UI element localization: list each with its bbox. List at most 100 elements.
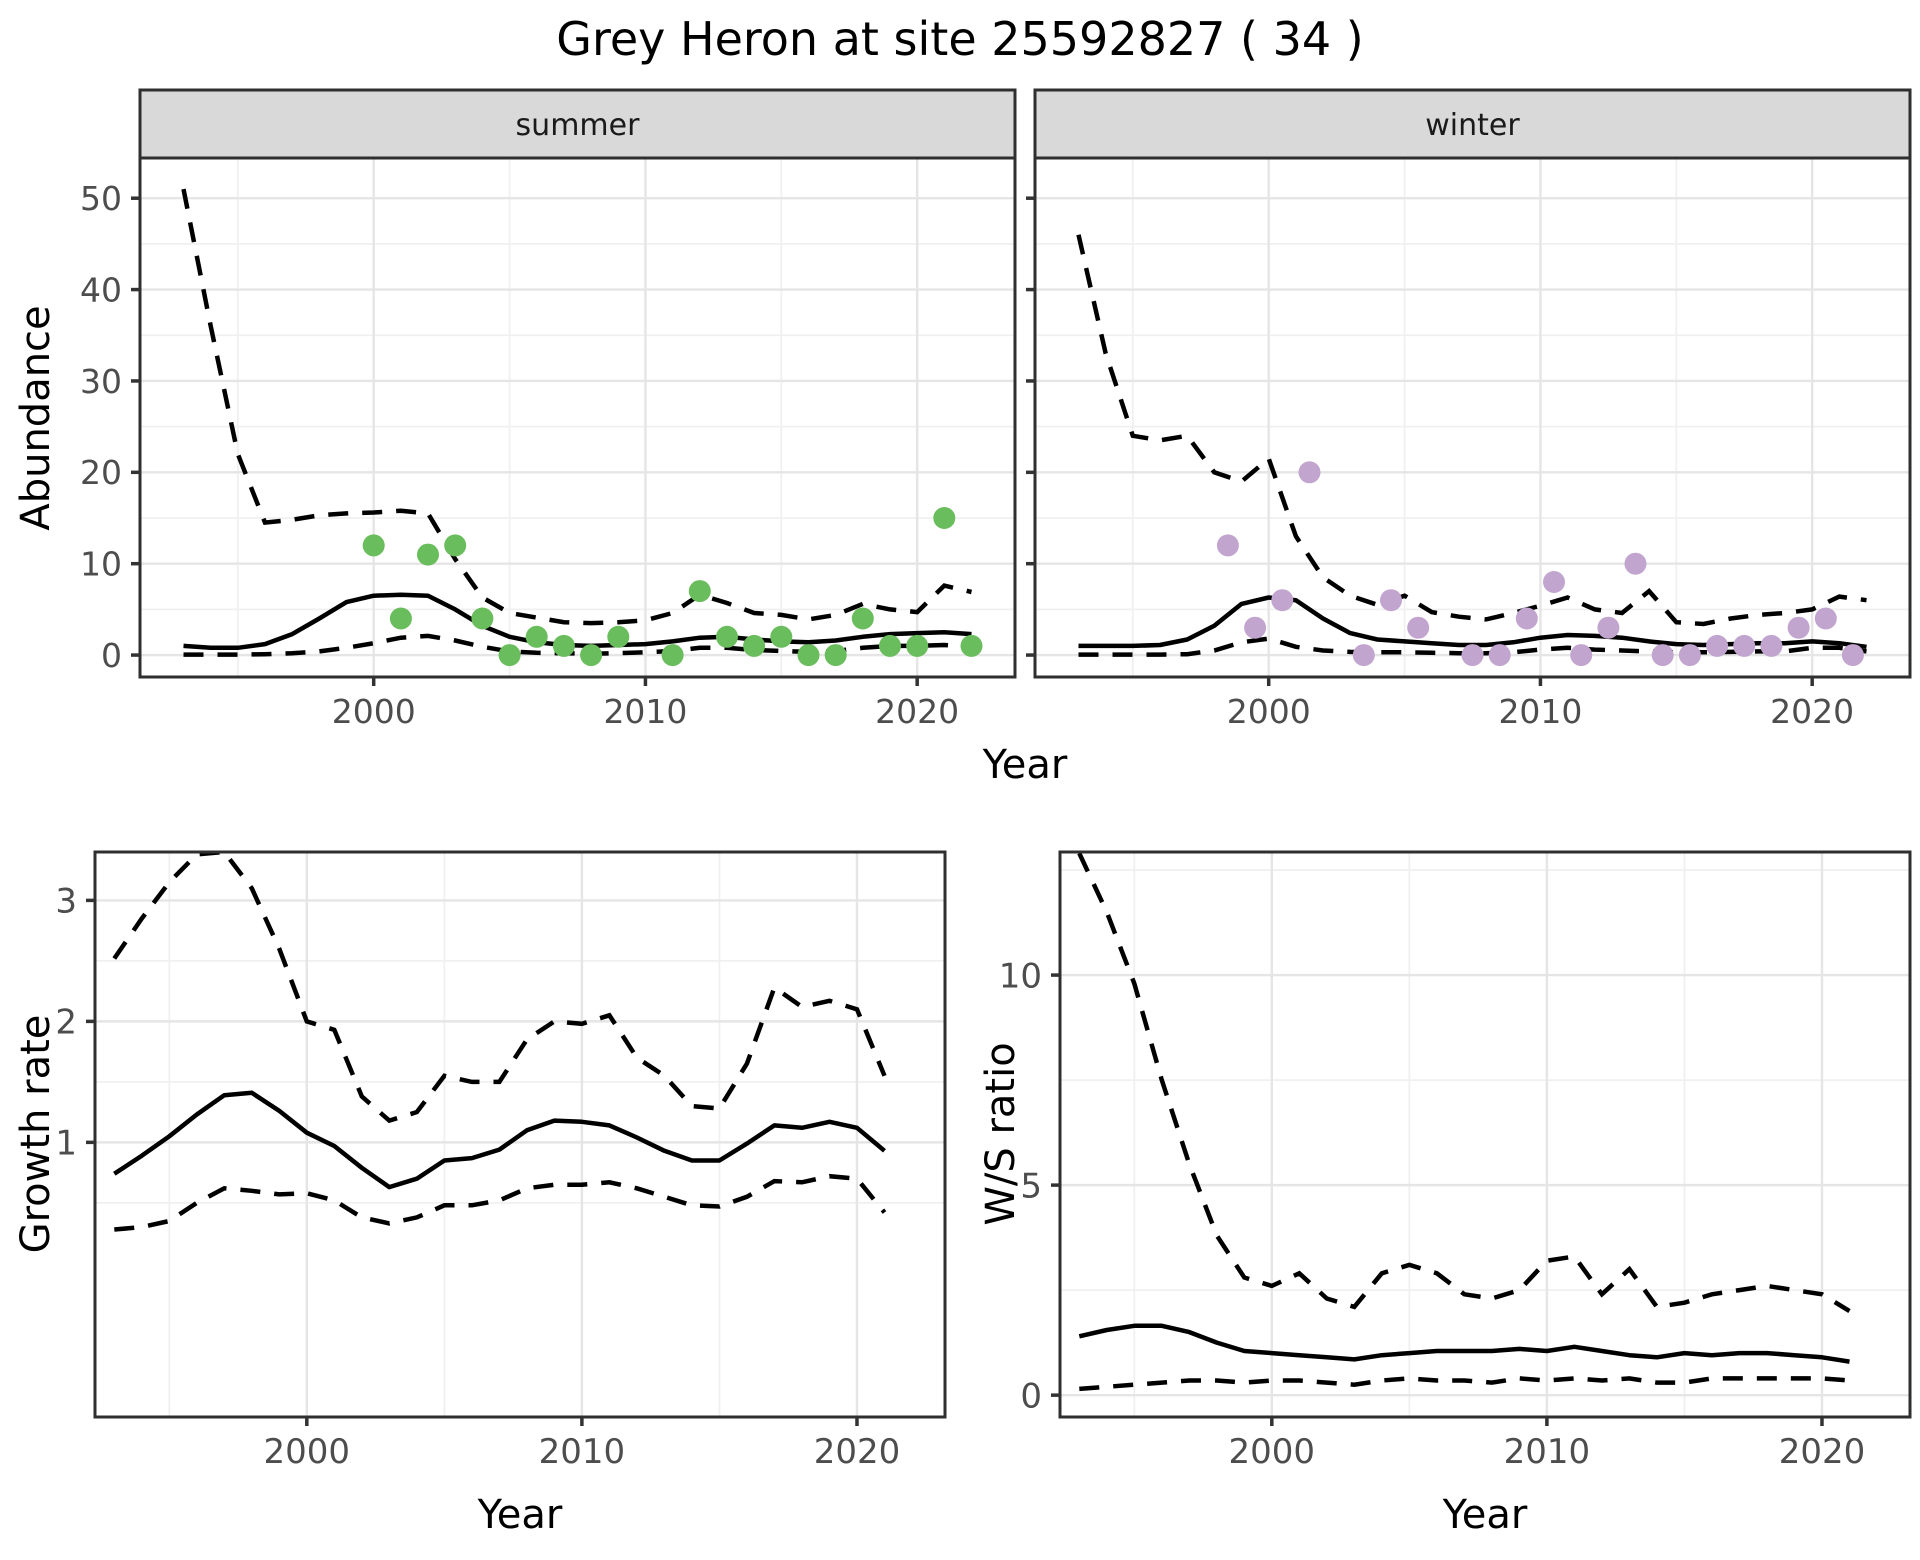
data-point (1733, 634, 1756, 657)
x-tick-label: 2020 (1770, 692, 1854, 731)
data-point (1271, 589, 1294, 612)
data-point (661, 644, 684, 667)
x-tick-label: 2010 (539, 1432, 626, 1472)
y-tick-label: 10 (80, 545, 122, 584)
y-tick-label: 20 (80, 453, 122, 492)
x-axis-title-year-growth: Year (477, 1492, 563, 1538)
panel-ws-ratio: 2000 2010 2020 0 5 10 (999, 850, 1912, 1472)
data-point (1570, 644, 1593, 667)
x-tick-label: 2010 (1504, 1432, 1591, 1472)
data-point (770, 625, 793, 648)
data-point (1787, 616, 1810, 639)
observation-points (362, 507, 983, 667)
panel-border (1058, 850, 1912, 1419)
data-point (824, 644, 847, 667)
y-tick-label: 30 (80, 362, 122, 401)
data-point (716, 625, 738, 648)
x-tick-label: 2000 (1227, 692, 1311, 731)
data-point (525, 625, 548, 648)
data-point (1706, 634, 1729, 657)
ci-upper-line (112, 852, 887, 1124)
ci-lower-line (114, 1173, 887, 1232)
y-tick-label: 5 (1020, 1166, 1042, 1206)
data-point (1678, 644, 1701, 667)
x-tick-label: 2000 (264, 1432, 351, 1472)
y-tick-label: 40 (80, 270, 122, 309)
ci-upper-line (1077, 852, 1851, 1314)
x-tick-label: 2010 (1498, 692, 1582, 731)
observation-points (1216, 461, 1864, 667)
model-curves (112, 852, 887, 1232)
data-point (552, 634, 575, 657)
data-point (906, 634, 929, 657)
model-curves (1077, 852, 1851, 1392)
y-tick-label: 10 (999, 956, 1042, 996)
x-tick-label: 2020 (875, 692, 959, 731)
facet-strip (138, 88, 1017, 160)
data-point (389, 607, 412, 630)
data-point (1597, 616, 1620, 639)
data-point (1461, 644, 1484, 667)
fit-line (113, 1090, 886, 1190)
data-point (960, 634, 983, 657)
gridlines (1060, 852, 1910, 1417)
x-tick-label: 2020 (1779, 1432, 1866, 1472)
ci-lower-line (1079, 1376, 1850, 1392)
data-point (879, 634, 901, 657)
x-tick-label: 2000 (1229, 1432, 1316, 1472)
data-point (1380, 589, 1402, 612)
data-point (1841, 644, 1864, 667)
y-tick-label: 0 (101, 636, 122, 675)
panel-background (1035, 158, 1910, 677)
ci-upper-line (1076, 234, 1867, 627)
y-tick-label: 2 (55, 1003, 77, 1043)
data-point (580, 644, 603, 667)
data-point (1298, 461, 1321, 484)
y-tick-label: 1 (55, 1124, 77, 1164)
facet-label-winter: winter (1425, 108, 1520, 143)
x-tick-label: 2000 (332, 692, 416, 731)
data-point (743, 634, 766, 657)
data-point (1352, 644, 1375, 667)
data-point (1543, 571, 1565, 593)
y-tick-label: 3 (55, 882, 77, 922)
data-point (1651, 644, 1674, 667)
data-point (444, 534, 467, 557)
data-point (1407, 616, 1430, 639)
chart-title: Grey Heron at site 25592827 ( 34 ) (556, 12, 1364, 66)
data-point (1760, 634, 1783, 657)
panel-abundance-winter: winter 2000 2010 2020 (1026, 88, 1912, 731)
y-tick-label: 50 (80, 179, 122, 218)
fit-line (1078, 1323, 1850, 1364)
x-axis-title-year-top: Year (982, 742, 1068, 788)
data-point (688, 580, 711, 603)
data-point (797, 644, 820, 667)
data-point (498, 644, 521, 667)
panel-border (93, 850, 947, 1419)
panel-growth-rate: 2000 2010 2020 1 2 3 (55, 850, 947, 1472)
x-tick-label: 2020 (814, 1432, 901, 1472)
facet-label-summer: summer (516, 108, 641, 143)
data-point (471, 607, 494, 630)
gridlines (1035, 158, 1910, 677)
data-point (607, 625, 630, 648)
gridlines (95, 852, 945, 1417)
data-point (933, 507, 956, 529)
y-axis-title-growth-rate: Growth rate (13, 1014, 59, 1254)
panel-background (1060, 852, 1910, 1417)
panel-background (140, 158, 1015, 677)
data-point (1814, 607, 1837, 630)
x-tick-label: 2010 (603, 692, 687, 731)
facet-strip (1033, 88, 1912, 160)
y-tick-label: 0 (1020, 1376, 1042, 1416)
y-axis-title-abundance: Abundance (13, 305, 59, 531)
data-point (1515, 607, 1538, 630)
y-axis-title-ws-ratio: W/S ratio (978, 1042, 1024, 1226)
data-point (417, 543, 439, 566)
panel-abundance-summer: summer 2000 2010 2020 0 10 20 30 40 50 (80, 88, 1017, 731)
data-point (1624, 552, 1647, 575)
data-point (1488, 644, 1511, 667)
data-point (851, 607, 874, 630)
